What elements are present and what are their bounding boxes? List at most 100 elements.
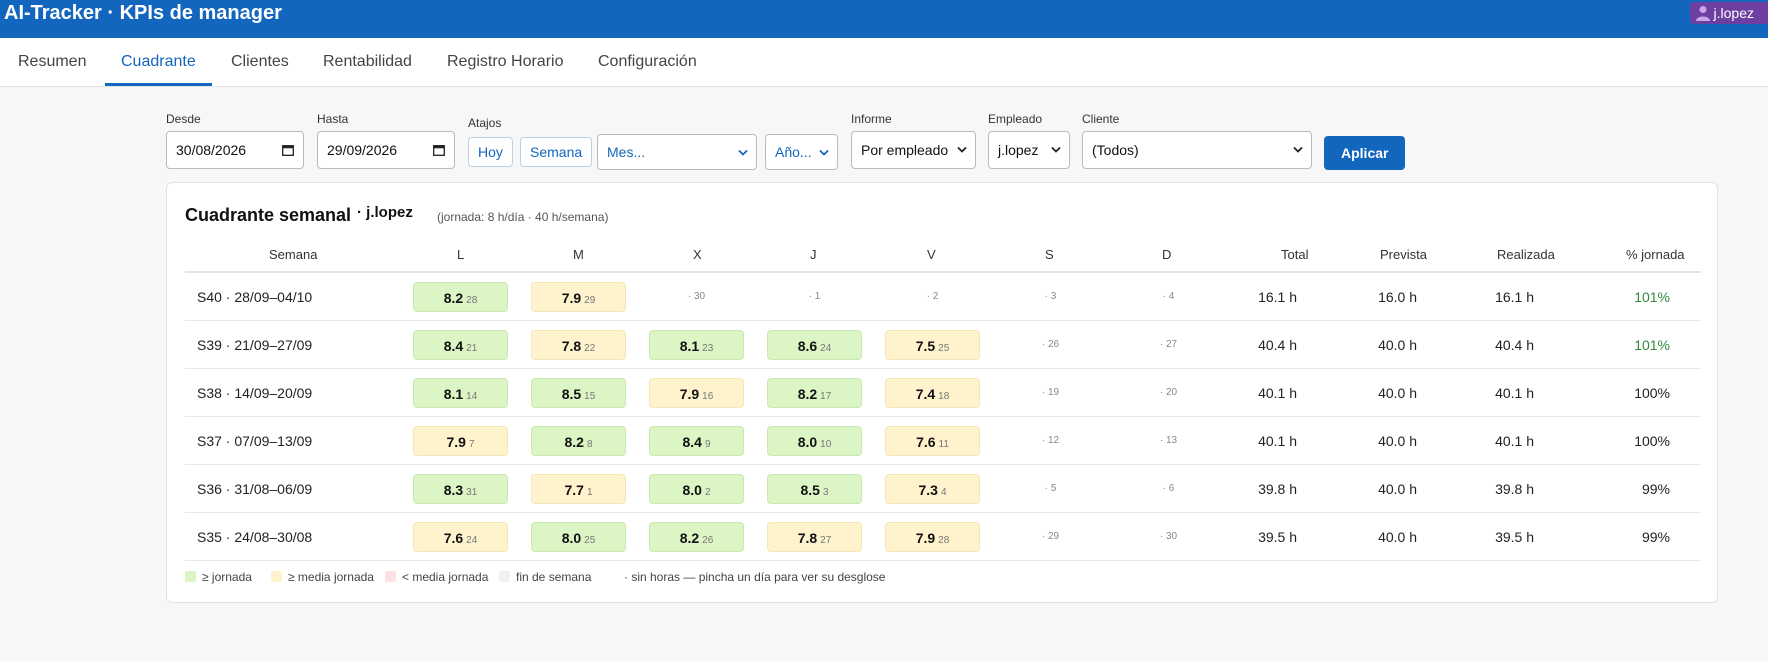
desde-date-input[interactable]: 30/08/2026 — [166, 131, 304, 169]
no-hours-dot: · — [1159, 387, 1166, 398]
table-row: S35 · 24/08–30/08 7.6 24 8.0 25 8.2 26 7.8 27 7.9… — [185, 513, 1701, 561]
day-cell[interactable]: 8.2 17 — [767, 378, 862, 408]
day-cell[interactable]: 7.9 16 — [649, 378, 744, 408]
mes-select[interactable]: Mes... — [597, 134, 757, 170]
day-cell-empty[interactable]: · 3 — [1003, 282, 1098, 312]
chevron-down-icon — [957, 146, 967, 153]
legend-swatch — [385, 571, 396, 582]
pct-jornada: 100% — [1634, 433, 1670, 449]
week-label: S40 · 28/09–04/10 — [197, 289, 313, 305]
day-hours: 8.6 — [797, 338, 818, 354]
no-hours-dot: · — [1044, 291, 1051, 302]
informe-label: Informe — [851, 112, 892, 126]
day-cell[interactable]: 7.6 11 — [885, 426, 980, 456]
day-cell[interactable]: 8.4 9 — [649, 426, 744, 456]
day-number: 17 — [820, 391, 832, 402]
day-number: 27 — [1165, 339, 1178, 350]
day-cell[interactable]: 8.0 25 — [531, 522, 626, 552]
day-cell[interactable]: 8.5 15 — [531, 378, 626, 408]
day-cell-empty[interactable]: · 6 — [1121, 474, 1216, 504]
day-cell[interactable]: 7.9 28 — [885, 522, 980, 552]
col-v: V — [927, 247, 936, 262]
day-cell-empty[interactable]: · 26 — [1003, 330, 1098, 360]
day-cell[interactable]: 7.9 7 — [413, 426, 508, 456]
no-hours-dot: · — [1041, 531, 1048, 542]
day-cell-empty[interactable]: · 19 — [1003, 378, 1098, 408]
day-cell-empty[interactable]: · 4 — [1121, 282, 1216, 312]
day-cell-empty[interactable]: · 27 — [1121, 330, 1216, 360]
tab-clientes[interactable]: Clientes — [231, 53, 289, 70]
day-cell-empty[interactable]: · 20 — [1121, 378, 1216, 408]
cliente-select[interactable]: (Todos) — [1082, 131, 1312, 169]
day-cell-empty[interactable]: · 30 — [649, 282, 744, 312]
day-number: 25 — [584, 535, 596, 546]
legend-item: < media jornada — [385, 570, 488, 584]
legend-swatch — [499, 571, 510, 582]
col-s: S — [1045, 247, 1054, 262]
no-hours-dot: · — [1041, 435, 1048, 446]
apply-button[interactable]: Aplicar — [1324, 136, 1406, 170]
day-cell-empty[interactable]: · 1 — [767, 282, 862, 312]
tab-configuracion[interactable]: Configuración — [598, 53, 697, 70]
day-cell-empty[interactable]: · 2 — [885, 282, 980, 312]
chevron-down-icon — [738, 149, 748, 156]
chevron-down-icon — [1051, 146, 1061, 153]
day-cell[interactable]: 8.5 3 — [767, 474, 862, 504]
day-cell-empty[interactable]: · 29 — [1003, 522, 1098, 552]
pct-jornada: 101% — [1634, 289, 1670, 305]
day-cell[interactable]: 8.1 14 — [413, 378, 508, 408]
semana-button[interactable]: Semana — [520, 137, 593, 167]
day-cell[interactable]: 7.8 22 — [531, 330, 626, 360]
hoy-button[interactable]: Hoy — [468, 137, 513, 167]
day-cell[interactable]: 7.6 24 — [413, 522, 508, 552]
day-cell-empty[interactable]: · 13 — [1121, 426, 1216, 456]
day-hours: 8.1 — [679, 338, 700, 354]
table-row: S36 · 31/08–06/09 8.3 31 7.7 1 8.0 2 8.5 3 7.3 4 · … — [185, 465, 1701, 513]
prevista-hours: 16.0 h — [1378, 289, 1417, 305]
day-cell[interactable]: 7.7 1 — [531, 474, 626, 504]
day-hours: 8.2 — [564, 434, 584, 450]
prevista-hours: 40.0 h — [1378, 481, 1417, 497]
day-cell[interactable]: 8.3 31 — [413, 474, 508, 504]
day-cell[interactable]: 8.1 23 — [649, 330, 744, 360]
pct-jornada: 99% — [1641, 481, 1670, 497]
tab-registro-horario[interactable]: Registro Horario — [447, 53, 564, 70]
ano-select[interactable]: Año... — [765, 134, 838, 170]
day-cell[interactable]: 7.3 4 — [885, 474, 980, 504]
total-hours: 39.8 h — [1258, 481, 1297, 497]
day-cell[interactable]: 7.8 27 — [767, 522, 862, 552]
day-number: 7 — [468, 439, 475, 450]
day-cell-empty[interactable]: · 5 — [1003, 474, 1098, 504]
day-cell[interactable]: 8.0 2 — [649, 474, 744, 504]
day-cell[interactable]: 7.5 25 — [885, 330, 980, 360]
tab-rentabilidad[interactable]: Rentabilidad — [323, 53, 412, 70]
user-menu[interactable]: j.lopez — [1689, 2, 1768, 24]
day-cell[interactable]: 8.2 28 — [413, 282, 508, 312]
cliente-label: Cliente — [1082, 112, 1120, 126]
day-cell[interactable]: 7.9 29 — [531, 282, 626, 312]
day-number: 28 — [466, 295, 478, 306]
hasta-label: Hasta — [317, 112, 349, 126]
realizada-hours: 39.8 h — [1495, 481, 1534, 497]
day-cell[interactable]: 8.6 24 — [767, 330, 862, 360]
hasta-date-input[interactable]: 29/09/2026 — [317, 131, 455, 169]
day-cell[interactable]: 8.2 8 — [531, 426, 626, 456]
col-semana: Semana — [269, 247, 318, 262]
week-label: S37 · 07/09–13/09 — [197, 433, 313, 449]
day-cell[interactable]: 7.4 18 — [885, 378, 980, 408]
day-hours: 8.0 — [561, 530, 582, 546]
day-cell[interactable]: 8.2 26 — [649, 522, 744, 552]
day-cell[interactable]: 8.0 10 — [767, 426, 862, 456]
empleado-select[interactable]: j.lopez — [988, 131, 1070, 169]
tab-resumen[interactable]: Resumen — [18, 53, 87, 70]
no-hours-dot: · — [1162, 291, 1169, 302]
day-cell-empty[interactable]: · 30 — [1121, 522, 1216, 552]
day-cell[interactable]: 8.4 21 — [413, 330, 508, 360]
col-d: D — [1162, 247, 1172, 262]
informe-select[interactable]: Por empleado — [851, 131, 976, 169]
day-cell-empty[interactable]: · 12 — [1003, 426, 1098, 456]
day-hours: 7.9 — [561, 290, 582, 306]
tab-cuadrante[interactable]: Cuadrante — [105, 38, 212, 86]
day-number: 10 — [820, 439, 832, 450]
no-hours-dot: · — [1041, 339, 1048, 350]
